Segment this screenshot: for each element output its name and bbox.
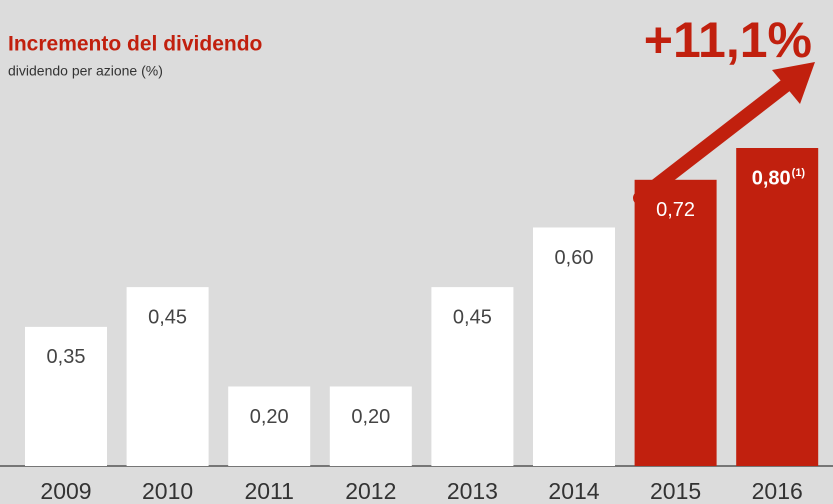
x-tick-label: 2009 [40, 478, 91, 504]
value-label: 0,20 [351, 406, 390, 428]
x-tick-label: 2010 [142, 478, 193, 504]
bar [228, 386, 311, 466]
footnote-marker: (1) [792, 167, 806, 179]
value-label: 0,45 [148, 306, 187, 328]
value-label: 0,35 [47, 346, 86, 368]
value-label: 0,72 [656, 199, 695, 221]
value-label: 0,45 [453, 306, 492, 328]
bar [736, 148, 819, 466]
x-tick-label: 2011 [244, 478, 293, 504]
bar [25, 326, 107, 466]
value-label: 0,80 [752, 167, 791, 189]
bar [431, 287, 514, 466]
bar [634, 179, 717, 467]
bar [533, 227, 615, 466]
x-tick-label: 2014 [548, 478, 599, 504]
arrow-head [772, 62, 815, 104]
x-tick-label: 2016 [752, 478, 803, 504]
growth-annotation: +11,1% [644, 12, 812, 68]
x-tick-label: 2013 [447, 478, 498, 504]
value-label: 0,20 [250, 406, 289, 428]
chart-subtitle: dividendo per azione (%) [8, 63, 163, 79]
trend-arrow [633, 75, 797, 205]
bar [126, 287, 209, 466]
x-tick-label: 2015 [650, 478, 701, 504]
chart-title: Incremento del dividendo [8, 33, 262, 56]
value-label: 0,60 [555, 247, 594, 269]
bar [329, 386, 412, 466]
x-tick-label: 2012 [345, 478, 396, 504]
